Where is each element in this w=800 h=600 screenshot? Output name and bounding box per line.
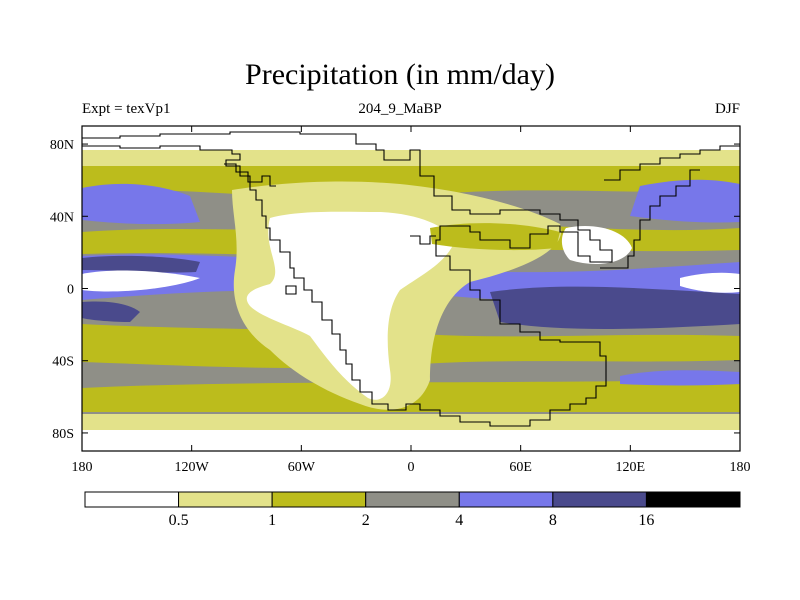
y-tick-label: 80S	[52, 427, 74, 442]
field-south-storm	[620, 370, 740, 386]
x-tick-label: 60E	[509, 460, 532, 475]
outline-east-asia	[600, 145, 740, 269]
y-tick-label: 0	[67, 283, 74, 298]
chart-title: Precipitation (in mm/day)	[245, 58, 555, 91]
x-tick-label: 120W	[175, 460, 210, 475]
field-itcz-heavy-w	[82, 255, 200, 273]
colorbar-swatch	[552, 491, 647, 508]
field-north-pacific-storm	[82, 183, 200, 225]
y-tick-label: 40N	[50, 210, 74, 225]
field-itcz-heavy-e	[490, 286, 740, 329]
field-equatorial-dry-e	[680, 272, 740, 293]
outline-north-shelf	[224, 163, 276, 187]
outline-laurasia	[82, 131, 613, 427]
colorbar-label: 4	[455, 512, 463, 529]
colorbar-label: 1	[268, 512, 276, 529]
precip-field	[82, 126, 740, 451]
field-tethys-wet	[430, 223, 560, 251]
season-label: DJF	[714, 101, 740, 117]
outline-arabian-shelf	[410, 235, 436, 245]
field-asia-desert	[561, 226, 632, 264]
y-tick-label: 40S	[52, 355, 74, 370]
colorbar-label: 0.5	[169, 512, 189, 529]
colorbar-swatch	[458, 491, 554, 508]
field-south-light-band	[82, 414, 740, 430]
colorbar-label: 8	[549, 512, 557, 529]
field-pangaea-desert	[246, 211, 455, 400]
field-antarctic-dry	[82, 430, 740, 451]
colorbar-swatch	[365, 491, 460, 508]
experiment-label: Expt = texVp1	[82, 101, 171, 117]
x-tick-label: 0	[408, 460, 415, 475]
y-tick-label: 80N	[50, 138, 74, 153]
x-tick-label: 60W	[288, 460, 316, 475]
x-tick-label: 180	[72, 460, 93, 475]
colorbar-swatch	[271, 491, 367, 508]
colorbar: 0.5 1 2 4 8 16	[84, 491, 741, 529]
field-itcz-heavy-sw	[82, 301, 140, 322]
colorbar-swatch	[178, 491, 273, 508]
colorbar-swatch	[645, 491, 741, 508]
outline-small-island	[285, 285, 297, 295]
colorbar-label: 16	[638, 512, 654, 529]
axes: 180 120W 60W 0 60E 120E 180 80N 40N 0 40S 80S	[50, 126, 751, 475]
period-label: 204_9_MaBP	[358, 101, 442, 117]
field-north-pacific-storm-e	[630, 179, 740, 223]
x-tick-label: 180	[730, 460, 751, 475]
field-equatorial-dry-w	[82, 270, 200, 292]
x-tick-label: 120E	[616, 460, 646, 475]
colorbar-label: 2	[362, 512, 370, 529]
colorbar-swatch	[84, 491, 180, 508]
continent-outlines	[82, 131, 740, 427]
